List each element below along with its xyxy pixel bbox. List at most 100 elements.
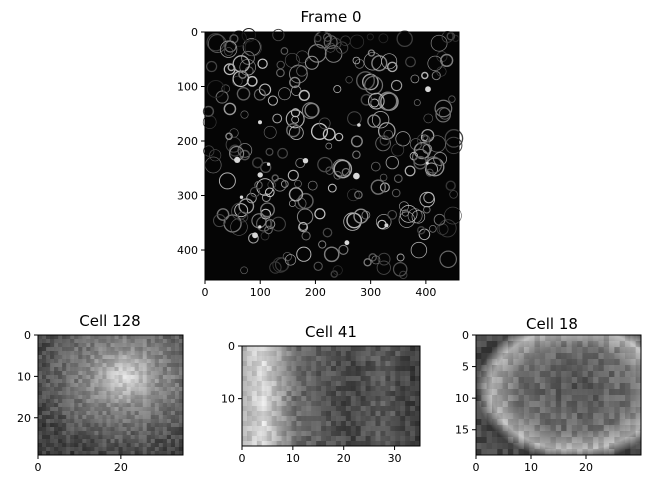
pixel xyxy=(251,366,257,371)
pixel xyxy=(534,407,540,413)
pixel xyxy=(400,416,406,421)
pixel xyxy=(291,426,297,431)
pixel xyxy=(609,353,615,359)
pixel xyxy=(46,383,51,387)
pixel xyxy=(311,411,317,416)
pixel xyxy=(476,359,482,365)
pixel xyxy=(593,371,599,377)
pixel xyxy=(635,407,641,413)
pixel xyxy=(162,403,167,407)
cell-outline xyxy=(396,253,405,262)
pixel xyxy=(271,351,277,356)
cell-outline xyxy=(439,250,457,269)
pixel xyxy=(296,366,302,371)
cell-outline xyxy=(410,74,420,84)
cell-outline xyxy=(353,208,369,224)
pixel xyxy=(62,431,67,435)
pixel xyxy=(566,407,572,413)
pixel xyxy=(126,391,131,395)
pixel xyxy=(331,366,336,371)
pixel xyxy=(405,366,411,371)
pixel xyxy=(523,359,530,365)
pixel xyxy=(370,416,376,421)
pixel xyxy=(497,395,503,401)
pixel xyxy=(46,335,51,339)
cell-outline xyxy=(286,123,301,138)
cell-outline xyxy=(253,88,266,101)
pixel xyxy=(593,377,599,383)
pixel xyxy=(154,367,159,371)
pixel xyxy=(70,451,75,455)
pixel xyxy=(593,383,599,389)
pixel xyxy=(355,401,361,406)
pixel xyxy=(340,366,346,371)
pixel xyxy=(78,451,83,455)
pixel xyxy=(566,341,572,347)
pixel xyxy=(635,443,641,449)
pixel xyxy=(70,339,75,343)
pixel xyxy=(582,407,588,413)
pixel xyxy=(635,371,641,377)
pixel xyxy=(114,347,119,351)
pixel xyxy=(301,346,307,351)
pixel xyxy=(150,339,155,343)
pixel xyxy=(166,423,171,427)
pixel xyxy=(400,366,406,371)
pixel xyxy=(316,366,322,371)
pixel xyxy=(146,411,151,415)
pixel xyxy=(598,365,604,371)
pixel xyxy=(90,363,95,367)
pixel xyxy=(619,449,626,455)
cell-outline xyxy=(413,99,421,107)
pixel xyxy=(134,419,139,423)
pixel xyxy=(603,353,610,359)
pixel xyxy=(507,425,514,431)
pixel xyxy=(74,395,79,399)
pixel xyxy=(130,443,135,447)
pixel xyxy=(513,449,519,455)
pixel xyxy=(550,365,556,371)
pixel xyxy=(62,427,67,431)
pixel xyxy=(134,359,139,363)
pixel xyxy=(46,387,51,391)
pixel xyxy=(561,407,567,413)
pixel xyxy=(491,449,498,455)
pixel xyxy=(534,341,540,347)
pixel xyxy=(561,425,567,431)
pixel xyxy=(395,356,401,361)
pixel xyxy=(571,395,578,401)
pixel xyxy=(561,401,567,407)
pixel xyxy=(110,427,115,431)
cell-outline xyxy=(205,60,218,73)
pixel xyxy=(54,419,59,423)
pixel xyxy=(98,395,103,399)
pixel xyxy=(261,436,267,441)
pixel xyxy=(90,431,95,435)
pixel xyxy=(331,411,336,416)
pixel xyxy=(82,423,87,427)
pixel xyxy=(158,439,163,443)
pixel xyxy=(619,419,626,425)
pixel xyxy=(502,341,508,347)
pixel xyxy=(98,447,103,451)
pixel xyxy=(102,419,107,423)
pixel xyxy=(360,436,366,441)
pixel xyxy=(286,396,292,401)
pixel xyxy=(365,426,371,431)
pixel xyxy=(625,419,631,425)
pixel xyxy=(523,449,530,455)
pixel xyxy=(502,371,508,377)
pixel xyxy=(114,367,119,371)
pixel xyxy=(390,346,396,351)
pixel xyxy=(497,431,503,437)
pixel xyxy=(335,406,341,411)
pixel xyxy=(150,407,155,411)
pixel xyxy=(78,427,83,431)
pixel xyxy=(306,426,312,431)
pixel xyxy=(350,406,356,411)
pixel xyxy=(102,415,107,419)
pixel xyxy=(321,401,327,406)
pixel xyxy=(286,356,292,361)
pixel xyxy=(70,367,75,371)
pixel xyxy=(261,361,267,366)
